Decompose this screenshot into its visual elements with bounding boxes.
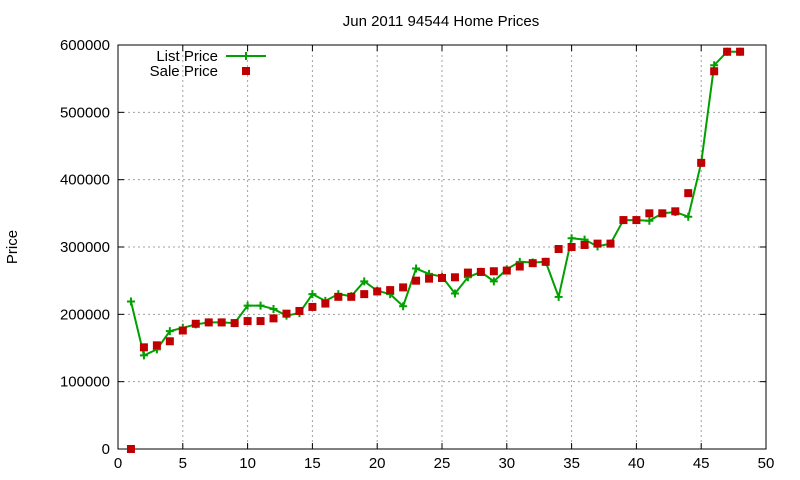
sale-price-point	[308, 302, 317, 311]
x-tick-label: 45	[693, 455, 710, 472]
sale-price-point	[321, 299, 330, 308]
plot-frame	[117, 44, 767, 450]
sale-price-point	[204, 318, 213, 327]
sale-price-point	[152, 341, 161, 350]
sale-price-point	[373, 287, 382, 296]
legend-label-sale-price: Sale Price	[150, 63, 218, 80]
list-price-point	[489, 277, 498, 286]
x-tick-label: 50	[758, 455, 775, 472]
list-price-point	[256, 301, 265, 310]
x-tick-label: 40	[628, 455, 645, 472]
sale-price-point	[334, 292, 343, 301]
list-price-point	[554, 292, 563, 301]
grid	[118, 45, 766, 449]
list-price-point	[399, 302, 408, 311]
list-price-point	[165, 327, 174, 336]
y-tick-label: 300000	[60, 239, 110, 256]
sale-price-point	[256, 317, 265, 326]
sale-price-point	[347, 292, 356, 301]
sale-price-point	[295, 306, 304, 315]
sale-price-point	[489, 267, 498, 276]
list-price-point	[126, 297, 135, 306]
sale-price-point	[360, 290, 369, 299]
x-tick-label: 5	[179, 455, 187, 472]
sale-price-point	[425, 274, 434, 283]
x-tick-label: 35	[563, 455, 580, 472]
y-axis-label: Price	[4, 230, 21, 264]
sale-price-point	[736, 47, 745, 56]
list-price-point	[412, 264, 421, 273]
x-tick-label: 30	[498, 455, 515, 472]
y-tick-label: 200000	[60, 306, 110, 323]
sale-price-point	[126, 445, 135, 453]
y-tick-label: 0	[102, 441, 110, 458]
x-tick-label: 25	[434, 455, 451, 472]
sale-price-point	[502, 266, 511, 275]
legend-label-list-price: List Price	[156, 48, 218, 65]
sale-price-point	[450, 273, 459, 282]
sale-price-point	[593, 239, 602, 248]
sale-price-point	[463, 268, 472, 277]
sale-price-point	[243, 317, 252, 326]
x-tick-label: 10	[239, 455, 256, 472]
list-price-point	[243, 301, 252, 310]
sale-price-point	[139, 343, 148, 352]
sale-price-point	[217, 318, 226, 327]
x-tick-label: 15	[304, 455, 321, 472]
sale-price-point	[476, 267, 485, 276]
sale-price-point	[554, 245, 563, 254]
sale-price-point	[528, 259, 537, 268]
sale-price-point	[697, 158, 706, 167]
sale-price-point	[412, 276, 421, 285]
chart-title: Jun 2011 94544 Home Prices	[343, 13, 540, 30]
sale-price-point	[386, 286, 395, 295]
legend: List Price Sale Price	[150, 48, 266, 80]
y-tick-label: 500000	[60, 104, 110, 121]
y-tick-label: 400000	[60, 172, 110, 189]
list-price-point	[360, 277, 369, 286]
sale-price-point	[606, 239, 615, 248]
sale-price-point	[684, 189, 693, 198]
sale-price-point	[269, 314, 278, 323]
sale-price-point	[515, 262, 524, 271]
legend-marker-list-price	[242, 52, 250, 60]
series	[126, 47, 745, 453]
sale-price-point	[645, 209, 654, 218]
sale-price-point	[541, 257, 550, 266]
sale-price-point	[658, 209, 667, 218]
sale-price-point	[567, 243, 576, 251]
sale-price-point	[632, 216, 641, 225]
sale-price-point	[580, 240, 589, 249]
list-price-point	[645, 216, 654, 225]
sale-price-point	[282, 309, 291, 318]
sale-price-point	[165, 337, 174, 346]
sale-price-point	[723, 47, 732, 56]
x-tick-label: 0	[114, 455, 122, 472]
axis-ticks: 0 5 10 15 20 25 30 35 40 45 50 0 100000 200000 300000 4…	[60, 37, 774, 472]
sale-price-point	[710, 67, 719, 76]
sale-price-point	[671, 207, 680, 216]
sale-price-point	[438, 273, 446, 282]
list-price-point	[684, 212, 693, 221]
sale-price-point	[230, 319, 239, 328]
list-price-point	[450, 289, 459, 298]
legend-swatch-sale-price	[242, 67, 250, 75]
sale-price-point	[191, 319, 200, 328]
x-tick-label: 20	[369, 455, 386, 472]
y-tick-label: 600000	[60, 37, 110, 54]
y-tick-label: 100000	[60, 374, 110, 391]
list-price-point	[308, 290, 317, 299]
list-price-line	[129, 50, 741, 357]
sale-price-point	[399, 283, 408, 292]
list-price-point	[269, 304, 278, 313]
list-price-point	[567, 234, 576, 243]
list-price-point	[139, 351, 148, 360]
sale-price-point	[178, 326, 187, 335]
sale-price-point	[619, 216, 628, 225]
